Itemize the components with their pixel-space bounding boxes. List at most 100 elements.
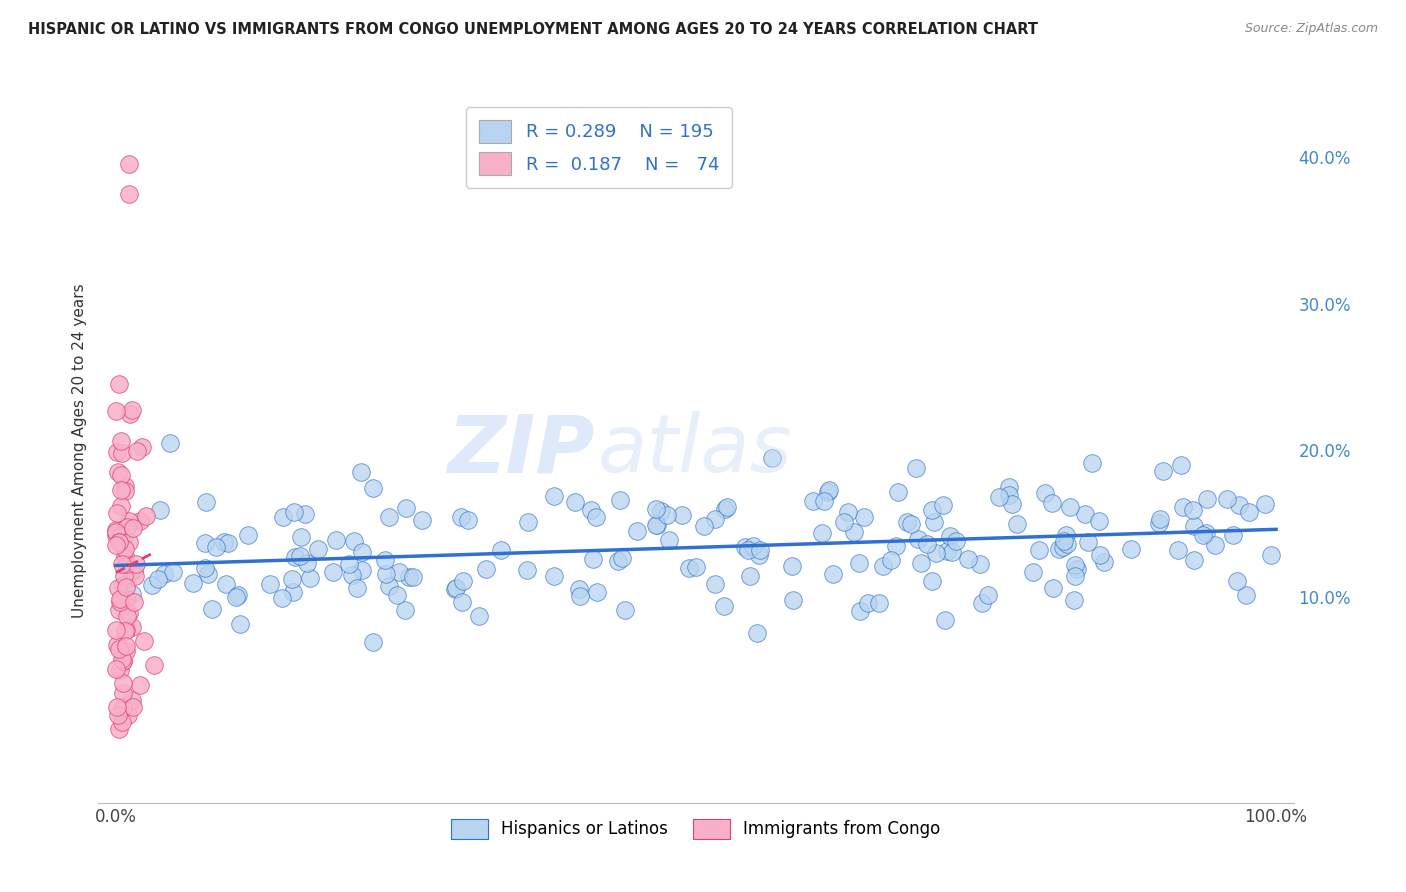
Text: HISPANIC OR LATINO VS IMMIGRANTS FROM CONGO UNEMPLOYMENT AMONG AGES 20 TO 24 YEA: HISPANIC OR LATINO VS IMMIGRANTS FROM CO… — [28, 22, 1038, 37]
Point — [194, 495, 217, 509]
Point — [105, 525, 128, 540]
Point — [114, 549, 136, 563]
Point — [1182, 518, 1205, 533]
Point — [1049, 542, 1071, 557]
Point — [645, 518, 668, 533]
Point — [387, 565, 409, 579]
Point — [884, 540, 907, 554]
Point — [1063, 593, 1085, 607]
Point — [125, 443, 148, 458]
Point — [377, 579, 399, 593]
Point — [105, 638, 128, 652]
Point — [813, 494, 835, 508]
Point — [149, 502, 172, 516]
Point — [655, 508, 678, 522]
Point — [114, 542, 136, 557]
Point — [122, 594, 145, 608]
Point — [626, 524, 648, 539]
Point — [225, 590, 247, 604]
Point — [271, 509, 294, 524]
Point — [111, 653, 134, 667]
Point — [115, 520, 138, 534]
Point — [118, 407, 141, 421]
Point — [976, 588, 998, 602]
Point — [104, 523, 127, 537]
Point — [1028, 543, 1050, 558]
Point — [1052, 540, 1074, 554]
Point — [105, 700, 128, 714]
Point — [398, 570, 420, 584]
Point — [294, 507, 316, 521]
Point — [111, 714, 134, 729]
Point — [998, 487, 1021, 501]
Point — [1260, 549, 1282, 563]
Point — [450, 509, 472, 524]
Point — [969, 558, 991, 572]
Point — [1254, 497, 1277, 511]
Point — [868, 596, 890, 610]
Point — [350, 563, 373, 577]
Point — [925, 546, 948, 560]
Point — [782, 559, 804, 574]
Point — [110, 499, 132, 513]
Point — [194, 561, 217, 575]
Point — [378, 509, 401, 524]
Point — [105, 445, 128, 459]
Point — [645, 517, 668, 532]
Point — [1216, 491, 1239, 506]
Point — [159, 436, 181, 450]
Point — [714, 502, 737, 516]
Point — [451, 595, 474, 609]
Point — [350, 466, 373, 480]
Point — [585, 509, 607, 524]
Point — [853, 510, 876, 524]
Point — [564, 495, 586, 509]
Point — [1077, 535, 1099, 549]
Point — [115, 609, 138, 624]
Point — [110, 663, 132, 677]
Point — [114, 624, 136, 639]
Point — [283, 585, 305, 599]
Point — [896, 515, 918, 529]
Point — [128, 678, 150, 692]
Point — [987, 490, 1010, 504]
Point — [1171, 500, 1194, 515]
Point — [299, 571, 322, 585]
Point — [703, 511, 725, 525]
Point — [1064, 569, 1087, 583]
Point — [921, 503, 943, 517]
Point — [745, 626, 768, 640]
Point — [295, 556, 318, 570]
Point — [1080, 456, 1102, 470]
Point — [921, 574, 943, 588]
Point — [945, 533, 967, 548]
Point — [818, 483, 841, 498]
Point — [110, 529, 132, 543]
Point — [1237, 505, 1260, 519]
Point — [281, 572, 304, 586]
Point — [118, 157, 141, 171]
Point — [742, 540, 765, 554]
Point — [259, 576, 281, 591]
Point — [215, 577, 238, 591]
Point — [118, 535, 141, 549]
Point — [475, 562, 498, 576]
Point — [153, 567, 176, 582]
Point — [228, 616, 250, 631]
Point — [817, 484, 839, 499]
Point — [108, 603, 131, 617]
Point — [1194, 526, 1216, 541]
Legend: Hispanics or Latinos, Immigrants from Congo: Hispanics or Latinos, Immigrants from Co… — [443, 810, 949, 847]
Point — [162, 566, 184, 580]
Point — [910, 556, 932, 570]
Point — [1149, 512, 1171, 526]
Point — [934, 613, 956, 627]
Point — [363, 635, 385, 649]
Point — [346, 581, 368, 595]
Text: Source: ZipAtlas.com: Source: ZipAtlas.com — [1244, 22, 1378, 36]
Point — [872, 559, 894, 574]
Point — [998, 480, 1021, 494]
Point — [342, 568, 364, 582]
Point — [1167, 543, 1189, 558]
Point — [444, 581, 467, 595]
